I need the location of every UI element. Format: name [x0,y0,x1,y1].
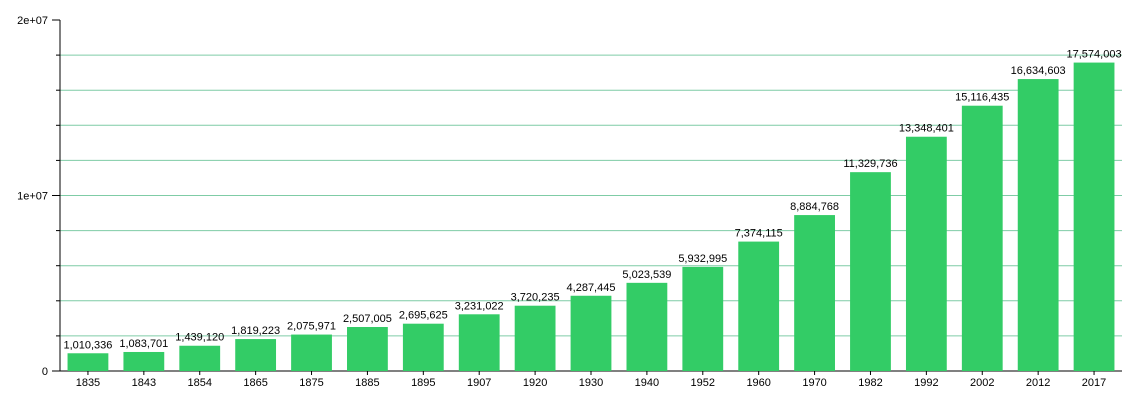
x-tick-label: 1843 [132,377,156,389]
bar-value-label: 1,010,336 [63,339,112,351]
labels: 0 1e+07 2e+07 1,010,336 1835 1,083,701 1843 1,4… [17,15,1121,389]
y-tick-label: 1e+07 [17,191,48,203]
x-tick-label: 1865 [243,377,267,389]
x-tick-label: 1960 [746,377,770,389]
bar [402,323,444,371]
bar [235,339,277,371]
bar [850,172,891,371]
x-tick-label: 1854 [187,377,211,389]
bar-value-label: 3,720,235 [511,292,560,304]
bar [458,314,500,371]
bar-value-label: 1,083,701 [119,338,168,350]
bar-value-label: 7,374,115 [735,228,783,240]
x-tick-label: 2012 [1026,377,1050,389]
bar [682,266,724,371]
x-tick-label: 1970 [802,377,826,389]
bar [347,327,388,371]
bar [179,345,221,371]
bar [1017,79,1059,371]
bar-value-label: 2,075,971 [287,321,336,333]
x-tick-label: 2017 [1082,377,1106,389]
bar-value-label: 17,574,003 [1067,49,1122,61]
bar [1073,62,1115,372]
x-tick-label: 1930 [579,377,603,389]
x-tick-label: 1835 [76,377,100,389]
bar [626,282,668,371]
bar-value-label: 4,287,445 [567,282,616,294]
bar [291,334,332,371]
x-tick-label: 1895 [411,377,435,389]
bar-value-label: 8,884,768 [790,201,839,213]
bar-value-label: 5,932,995 [678,253,727,265]
x-tick-label: 1885 [355,377,379,389]
bar-value-label: 15,116,435 [955,92,1009,104]
grid-lines [60,54,1122,337]
bar-value-label: 2,507,005 [343,313,392,325]
bar-value-label: 1,819,223 [231,325,280,337]
bar [794,215,835,371]
x-tick-label: 1907 [467,377,491,389]
bar-value-label: 11,329,736 [843,158,897,170]
x-tick-label: 1952 [691,377,715,389]
bar [123,351,165,371]
bar-value-label: 5,023,539 [622,269,671,281]
x-tick-label: 1920 [523,377,547,389]
bar-value-label: 1,439,120 [175,332,224,344]
bar [514,305,556,371]
x-tick-label: 2002 [970,377,994,389]
bar [570,295,612,371]
bar-value-label: 16,634,603 [1011,65,1066,77]
y-tick-label: 2e+07 [17,15,48,27]
x-tick-label: 1875 [299,377,323,389]
x-tick-label: 1992 [914,377,938,389]
bar [905,136,947,371]
y-tick-label: 0 [42,366,48,378]
bar [738,241,780,371]
bar-value-label: 3,231,022 [455,300,504,312]
bar-value-label: 13,348,401 [899,123,954,135]
bar [961,105,1003,371]
x-tick-label: 1982 [858,377,882,389]
bar [67,353,109,371]
bar-value-label: 2,695,625 [399,310,448,322]
bars [67,62,1115,372]
x-tick-label: 1940 [635,377,659,389]
